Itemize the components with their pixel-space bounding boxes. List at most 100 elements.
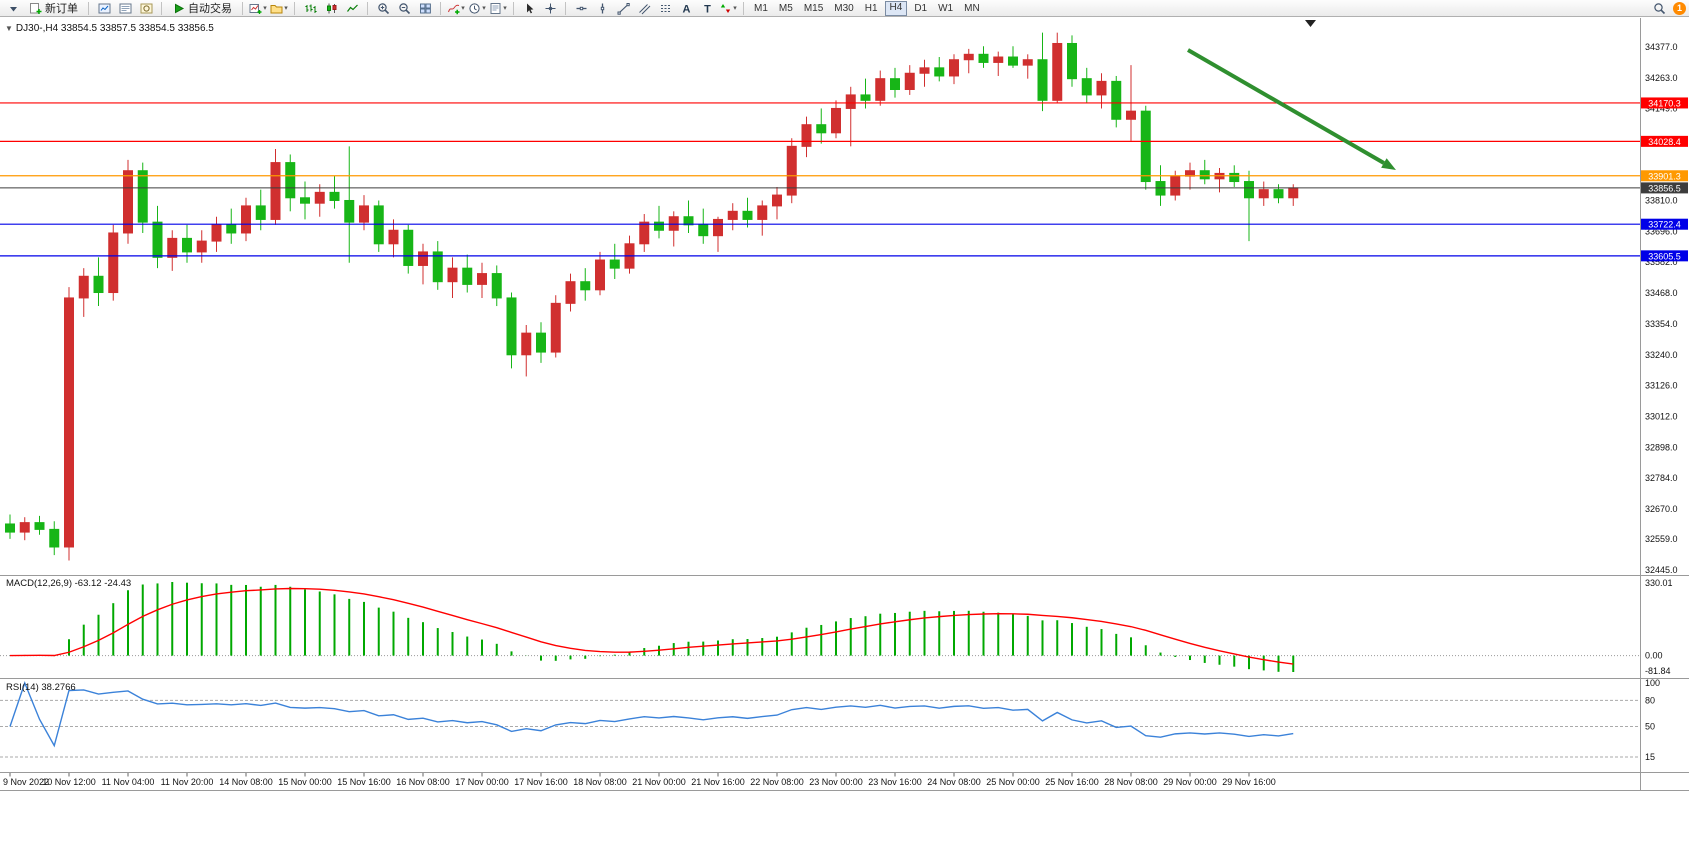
candle bbox=[1140, 110, 1151, 183]
candle bbox=[1288, 187, 1299, 199]
timeframe-m5[interactable]: M5 bbox=[778, 2, 793, 14]
macd-indicator-label: MACD(12,26,9) -63.12 -24.43 bbox=[6, 578, 132, 589]
cursor[interactable] bbox=[519, 1, 539, 16]
toolbar-divider bbox=[88, 1, 89, 15]
candle bbox=[1052, 42, 1063, 101]
indicators[interactable]: ▾ bbox=[446, 1, 466, 16]
candle bbox=[1008, 56, 1018, 66]
candle bbox=[152, 221, 163, 258]
price-axis-label: 33582.0 bbox=[1645, 257, 1678, 267]
candle bbox=[963, 53, 974, 61]
time-axis-label: 28 Nov 08:00 bbox=[1104, 777, 1158, 787]
price-axis-label: 34149.0 bbox=[1645, 104, 1678, 114]
candle bbox=[580, 281, 591, 291]
candle bbox=[757, 205, 768, 220]
timeframe-h4[interactable]: H4 bbox=[884, 0, 908, 16]
toolbar-divider bbox=[294, 1, 295, 15]
trend-arrow-line[interactable] bbox=[1187, 48, 1385, 165]
time-axis-label: 29 Nov 00:00 bbox=[1163, 777, 1217, 787]
tile-windows[interactable] bbox=[415, 1, 435, 16]
data-window-icon bbox=[119, 2, 132, 15]
timeframe-d1[interactable]: D1 bbox=[914, 2, 928, 14]
chart-shift-marker[interactable] bbox=[1305, 20, 1316, 27]
candle bbox=[742, 210, 753, 220]
collapse-ohlc-icon[interactable]: ▼ bbox=[5, 24, 13, 33]
notification-badge[interactable]: 1 bbox=[1673, 1, 1686, 15]
chevron-down-icon: ▾ bbox=[284, 5, 288, 12]
text-label[interactable]: T bbox=[697, 1, 717, 16]
candle bbox=[609, 259, 620, 269]
candle bbox=[182, 237, 192, 253]
toolbar-divider bbox=[743, 1, 744, 15]
candle bbox=[226, 224, 237, 234]
horizontal-line[interactable] bbox=[571, 1, 591, 16]
market-watch-icon bbox=[98, 2, 111, 15]
equidistant-channel[interactable] bbox=[634, 1, 654, 16]
timeframe-h1[interactable]: H1 bbox=[864, 2, 878, 14]
time-axis-label: 21 Nov 00:00 bbox=[632, 777, 686, 787]
zoom-in[interactable] bbox=[373, 1, 393, 16]
candle bbox=[255, 205, 266, 220]
time-axis-label: 23 Nov 16:00 bbox=[868, 777, 922, 787]
candle bbox=[373, 205, 384, 245]
chart-menu-dropdown-icon bbox=[7, 2, 20, 15]
timeframe-m30[interactable]: M30 bbox=[834, 2, 854, 14]
rsi-line bbox=[9, 680, 1294, 748]
candle bbox=[801, 124, 812, 147]
toolbar-divider bbox=[440, 1, 441, 15]
toolbar-divider bbox=[513, 1, 514, 15]
time-axis-label: 17 Nov 00:00 bbox=[455, 777, 509, 787]
timeframe-mn[interactable]: MN bbox=[964, 2, 980, 14]
text[interactable]: A bbox=[676, 1, 696, 16]
price-axis-label: 33810.0 bbox=[1645, 195, 1678, 205]
chart-candles[interactable] bbox=[321, 1, 341, 16]
chevron-down-icon: ▾ bbox=[263, 5, 267, 12]
chart-menu-dropdown[interactable] bbox=[3, 1, 23, 16]
trend-arrow-head[interactable] bbox=[1381, 158, 1396, 170]
fibonacci-icon bbox=[659, 2, 672, 15]
market-watch[interactable] bbox=[94, 1, 114, 16]
timeframe-w1[interactable]: W1 bbox=[938, 2, 954, 14]
autotrading-button[interactable]: 自动交易 bbox=[167, 1, 237, 16]
candle bbox=[93, 275, 104, 294]
candle bbox=[285, 162, 296, 199]
chart-bars[interactable] bbox=[300, 1, 320, 16]
candle bbox=[64, 297, 74, 548]
price-badge-label: 33722.4 bbox=[1648, 220, 1681, 230]
timeframe-m15[interactable]: M15 bbox=[803, 2, 824, 14]
chevron-down-icon: ▾ bbox=[461, 5, 465, 12]
profiles[interactable]: ▾ bbox=[269, 1, 289, 16]
fibonacci[interactable] bbox=[655, 1, 675, 16]
timeframe-m1[interactable]: M1 bbox=[754, 2, 768, 14]
data-window[interactable] bbox=[115, 1, 135, 16]
trendline[interactable] bbox=[613, 1, 633, 16]
candle bbox=[949, 59, 959, 77]
candle bbox=[654, 221, 664, 231]
candle bbox=[698, 224, 709, 237]
time-axis-label: 10 Nov 12:00 bbox=[42, 777, 96, 787]
macd-signal-line bbox=[9, 587, 1294, 665]
text-label-icon: T bbox=[701, 2, 714, 15]
candle bbox=[565, 281, 576, 304]
price-axis-label: 34377.0 bbox=[1645, 42, 1678, 52]
periods[interactable]: ▾ bbox=[467, 1, 487, 16]
new-chart[interactable]: ▾ bbox=[248, 1, 268, 16]
price-badge-label: 33856.5 bbox=[1648, 183, 1681, 193]
navigator[interactable] bbox=[136, 1, 156, 16]
chevron-down-icon: ▾ bbox=[733, 5, 737, 12]
candle bbox=[890, 78, 900, 90]
text-icon: A bbox=[680, 2, 693, 15]
candle bbox=[1229, 172, 1240, 183]
new-order-button[interactable]: 新订单 bbox=[24, 1, 83, 16]
chart-line[interactable] bbox=[342, 1, 362, 16]
templates[interactable]: ▾ bbox=[488, 1, 508, 16]
search[interactable] bbox=[1649, 1, 1669, 16]
price-badge-label: 33605.5 bbox=[1648, 251, 1681, 261]
zoom-out[interactable] bbox=[394, 1, 414, 16]
time-axis-label: 29 Nov 16:00 bbox=[1222, 777, 1276, 787]
price-axis-label: 33354.0 bbox=[1645, 319, 1678, 329]
vertical-line[interactable] bbox=[592, 1, 612, 16]
candle bbox=[344, 199, 355, 223]
arrows[interactable]: ▾ bbox=[718, 1, 738, 16]
crosshair[interactable] bbox=[540, 1, 560, 16]
